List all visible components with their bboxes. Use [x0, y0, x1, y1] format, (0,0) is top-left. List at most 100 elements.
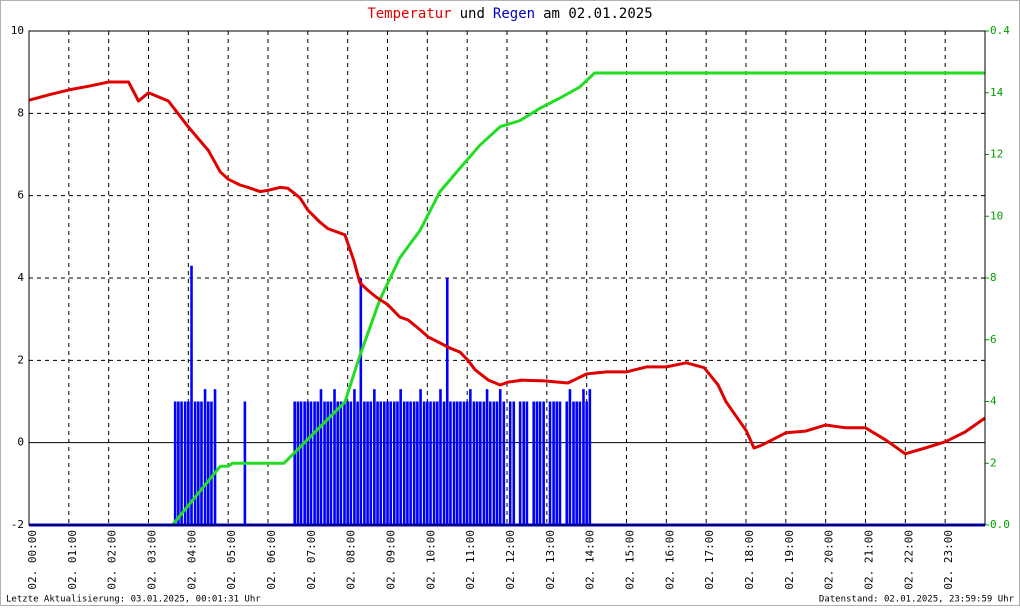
rain-bar [329, 401, 333, 525]
rain-bar [558, 401, 562, 525]
x-tick-label: 02. 06:00 [265, 530, 278, 590]
rain-bar [582, 389, 585, 525]
rain-bar [518, 401, 522, 525]
rain-bar [316, 401, 320, 525]
x-tick-label: 02. 13:00 [544, 530, 557, 590]
rain-bar [495, 401, 499, 525]
x-tick-label: 02. 23:00 [942, 530, 955, 590]
rain-bar [376, 401, 379, 525]
rain-bar [538, 401, 542, 525]
x-tick-label: 02. 22:00 [902, 530, 915, 590]
rain-bar [303, 401, 306, 525]
y-tick-label: -2 [11, 518, 24, 531]
y2-tick-label: 4 [990, 395, 997, 408]
y2-tick-label: 6 [990, 333, 997, 346]
rain-bar [369, 401, 373, 525]
title-part: und [460, 6, 485, 22]
x-tick-label: 02. 05:00 [225, 530, 238, 590]
rain-bar [525, 401, 529, 525]
rain-bar [532, 401, 535, 525]
y-tick-label: 0 [17, 436, 24, 449]
x-tick-label: 02. 02:00 [106, 530, 119, 590]
x-tick-label: 02. 00:00 [26, 530, 39, 590]
rain-bar [512, 401, 516, 525]
rain-bar [572, 401, 575, 525]
rain-bar [299, 401, 303, 525]
y2-tick-label: 2 [990, 456, 997, 469]
rain-bar [323, 401, 326, 525]
x-tick-label: 02. 16:00 [663, 530, 676, 590]
rain-bar [508, 401, 512, 525]
rain-bar [439, 389, 442, 525]
rain-bar [349, 401, 353, 525]
x-tick-label: 02. 11:00 [464, 530, 477, 590]
rain-bar [363, 401, 366, 525]
chart-title: Temperatur und Regen am 02.01.2025 [367, 6, 652, 22]
rain-bar [396, 401, 399, 525]
rain-bar [409, 401, 412, 525]
rain-bar [565, 401, 569, 525]
rain-bar [479, 401, 482, 525]
rain-bar [449, 401, 452, 525]
rain-bar [293, 401, 296, 525]
rain-bar [429, 401, 432, 525]
data-line [28, 80, 986, 456]
x-tick-label: 02. 18:00 [743, 530, 756, 590]
footer-right: Datenstand: 02.01.2025, 23:59:59 Uhr [819, 595, 1015, 605]
rain-bar [578, 401, 582, 525]
rain-bar [356, 401, 359, 525]
rain-bar [210, 401, 213, 525]
rain-bar [379, 401, 383, 525]
rain-bar [419, 389, 422, 525]
rain-bar [392, 401, 396, 525]
rain-bar [196, 401, 200, 525]
title-part: Regen [493, 6, 535, 22]
x-tick-label: 02. 20:00 [823, 530, 836, 590]
rain-bar [177, 401, 180, 525]
rain-bar [548, 401, 552, 525]
rain-bar [542, 401, 545, 525]
rain-bar [535, 401, 539, 525]
rain-bar [588, 389, 592, 525]
x-tick-label: 02. 03:00 [146, 530, 159, 590]
plot-border [28, 30, 986, 526]
rain-bar [373, 389, 376, 525]
y2-tick-label: 8 [990, 271, 997, 284]
rain-bar [482, 401, 486, 525]
rain-bar [200, 401, 203, 525]
rain-bar [475, 401, 479, 525]
rain-bar [336, 401, 340, 525]
rain-bar [173, 401, 177, 525]
y2-tick-label: 12 [990, 148, 1003, 161]
rain-bar [522, 401, 526, 525]
x-tick-label: 02. 10:00 [424, 530, 437, 590]
x-tick-label: 02. 14:00 [584, 530, 597, 590]
rain-bar [445, 278, 449, 525]
rain-bar [333, 389, 336, 525]
rain-bar [399, 389, 402, 525]
rain-bar [492, 401, 496, 525]
rain-bar [296, 401, 300, 525]
rain-bar [422, 401, 426, 525]
rain-bar [455, 401, 459, 525]
rain-bar [452, 401, 456, 525]
y2-tick-label: 0.4 [990, 24, 1010, 37]
x-tick-label: 02. 19:00 [783, 530, 796, 590]
title-part: am 02.01.2025 [543, 6, 653, 22]
y2-tick-label: 14 [990, 86, 1004, 99]
rain-bar [339, 401, 343, 525]
x-tick-label: 02. 07:00 [305, 530, 318, 590]
rain-bar [180, 401, 183, 525]
rain-bar [435, 401, 439, 525]
rain-bar [416, 401, 419, 525]
rain-bar [426, 401, 429, 525]
x-tick-label: 02. 09:00 [385, 530, 398, 590]
rain-bar [406, 401, 409, 525]
x-tick-label: 02. 15:00 [624, 530, 637, 590]
rain-bar [402, 401, 406, 525]
rain-bar [386, 401, 389, 525]
rain-bar [187, 401, 190, 525]
x-tick-label: 02. 08:00 [345, 530, 358, 590]
